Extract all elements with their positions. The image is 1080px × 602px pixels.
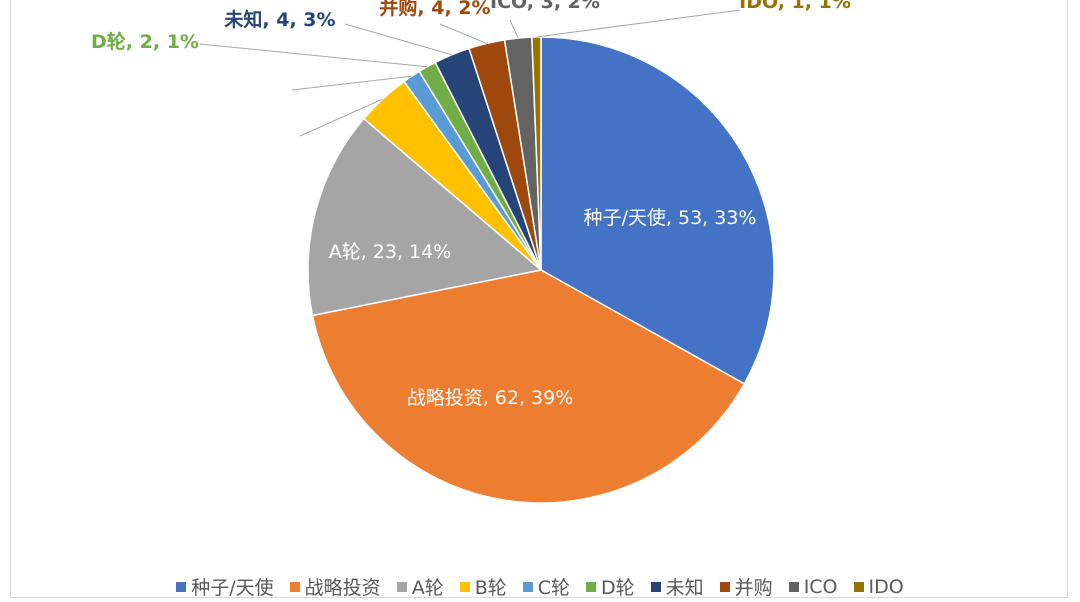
data-label: 种子/天使, 53, 33% (583, 207, 757, 229)
leader-line (439, 23, 487, 44)
legend-item: 未知 (650, 573, 704, 600)
legend-swatch (459, 581, 470, 592)
data-label: 战略投资, 62, 39% (406, 387, 574, 409)
legend-item: B轮 (459, 573, 507, 600)
pie-slice (540, 36, 775, 385)
leader-line (344, 23, 452, 56)
chart-frame (10, 0, 1068, 598)
legend-label: 并购 (734, 577, 773, 599)
legend-swatch (289, 581, 300, 592)
legend: 种子/天使 战略投资 A轮 B轮 C轮 D轮 未知 并购 ICO IDO (0, 573, 1080, 600)
legend-swatch (650, 581, 661, 592)
legend-label: C轮 (537, 577, 571, 599)
legend-swatch (176, 581, 187, 592)
legend-label: A轮 (411, 577, 444, 599)
legend-label: 种子/天使 (191, 577, 274, 599)
leader-line (291, 75, 412, 91)
data-label: ICO, 3, 2% (490, 0, 600, 13)
legend-item: 并购 (719, 573, 773, 600)
pie-slice (311, 269, 746, 504)
legend-item: 战略投资 (289, 573, 381, 600)
legend-item: IDO (853, 573, 904, 600)
legend-swatch (396, 581, 407, 592)
data-label: 未知, 4, 3% (224, 9, 336, 31)
legend-swatch (522, 581, 533, 592)
leader-line (509, 19, 519, 39)
legend-swatch (586, 581, 597, 592)
pie-slice (307, 117, 543, 317)
data-label: IDO, 1, 1% (739, 0, 851, 13)
data-label: 并购, 4, 2% (379, 0, 491, 19)
legend-label: D轮 (601, 577, 635, 599)
legend-item: A轮 (396, 573, 444, 600)
legend-label: ICO (803, 575, 838, 598)
legend-label: 未知 (665, 577, 704, 599)
legend-label: 战略投资 (304, 577, 381, 599)
leader-line (536, 9, 741, 38)
legend-item: C轮 (522, 573, 571, 600)
legend-swatch (853, 581, 864, 592)
legend-label: B轮 (474, 577, 507, 599)
legend-item: D轮 (586, 573, 635, 600)
data-label: A轮, 23, 14% (328, 241, 452, 263)
legend-label: IDO (868, 575, 904, 598)
legend-item: ICO (788, 573, 838, 600)
data-label: D轮, 2, 1% (91, 31, 199, 53)
leader-line (299, 98, 384, 137)
legend-swatch (788, 581, 799, 592)
legend-item: 种子/天使 (176, 573, 274, 600)
leader-line (199, 43, 428, 68)
legend-swatch (719, 581, 730, 592)
pie-slice (531, 36, 542, 271)
